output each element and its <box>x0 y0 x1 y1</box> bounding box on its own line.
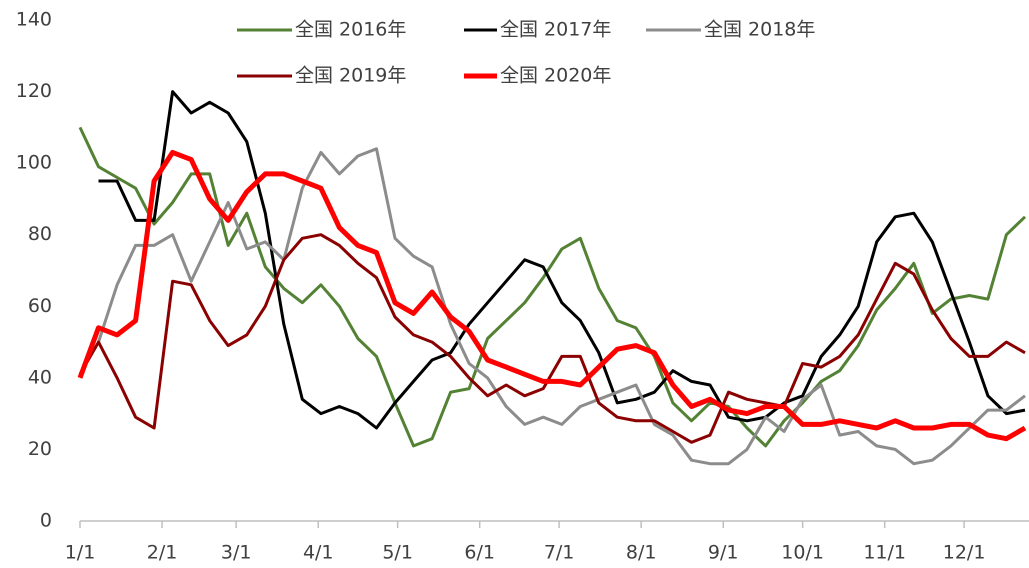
y-tick-label: 140 <box>16 9 52 31</box>
series-line <box>78 233 1026 444</box>
x-tick-label: 4/1 <box>303 542 334 564</box>
y-tick-label: 60 <box>28 295 52 317</box>
x-tick-label: 6/1 <box>464 542 495 564</box>
x-tick-label: 3/1 <box>221 542 252 564</box>
y-tick-label: 0 <box>40 510 52 532</box>
legend-label: 全国 2019年 <box>295 65 406 87</box>
series-line <box>98 90 1026 430</box>
y-tick-label: 40 <box>28 366 52 388</box>
legend-label: 全国 2016年 <box>295 19 406 41</box>
y-tick-label: 80 <box>28 223 52 245</box>
x-tick-label: 2/1 <box>147 542 178 564</box>
x-tick-label: 12/1 <box>943 542 986 564</box>
legend-label: 全国 2018年 <box>704 19 815 41</box>
series-line <box>77 149 1027 442</box>
legend-label: 全国 2020年 <box>500 65 611 87</box>
x-tick-label: 5/1 <box>382 542 413 564</box>
y-tick-label: 100 <box>16 152 52 174</box>
x-tick-label: 7/1 <box>544 542 575 564</box>
x-tick-label: 9/1 <box>708 542 739 564</box>
x-tick-label: 8/1 <box>626 542 657 564</box>
legend-label: 全国 2017年 <box>500 19 611 41</box>
series-line <box>97 147 1026 466</box>
x-tick-label: 1/1 <box>65 542 96 564</box>
x-tick-label: 10/1 <box>781 542 824 564</box>
y-tick-label: 20 <box>28 438 52 460</box>
x-tick-label: 11/1 <box>863 542 906 564</box>
y-tick-label: 120 <box>16 80 52 102</box>
